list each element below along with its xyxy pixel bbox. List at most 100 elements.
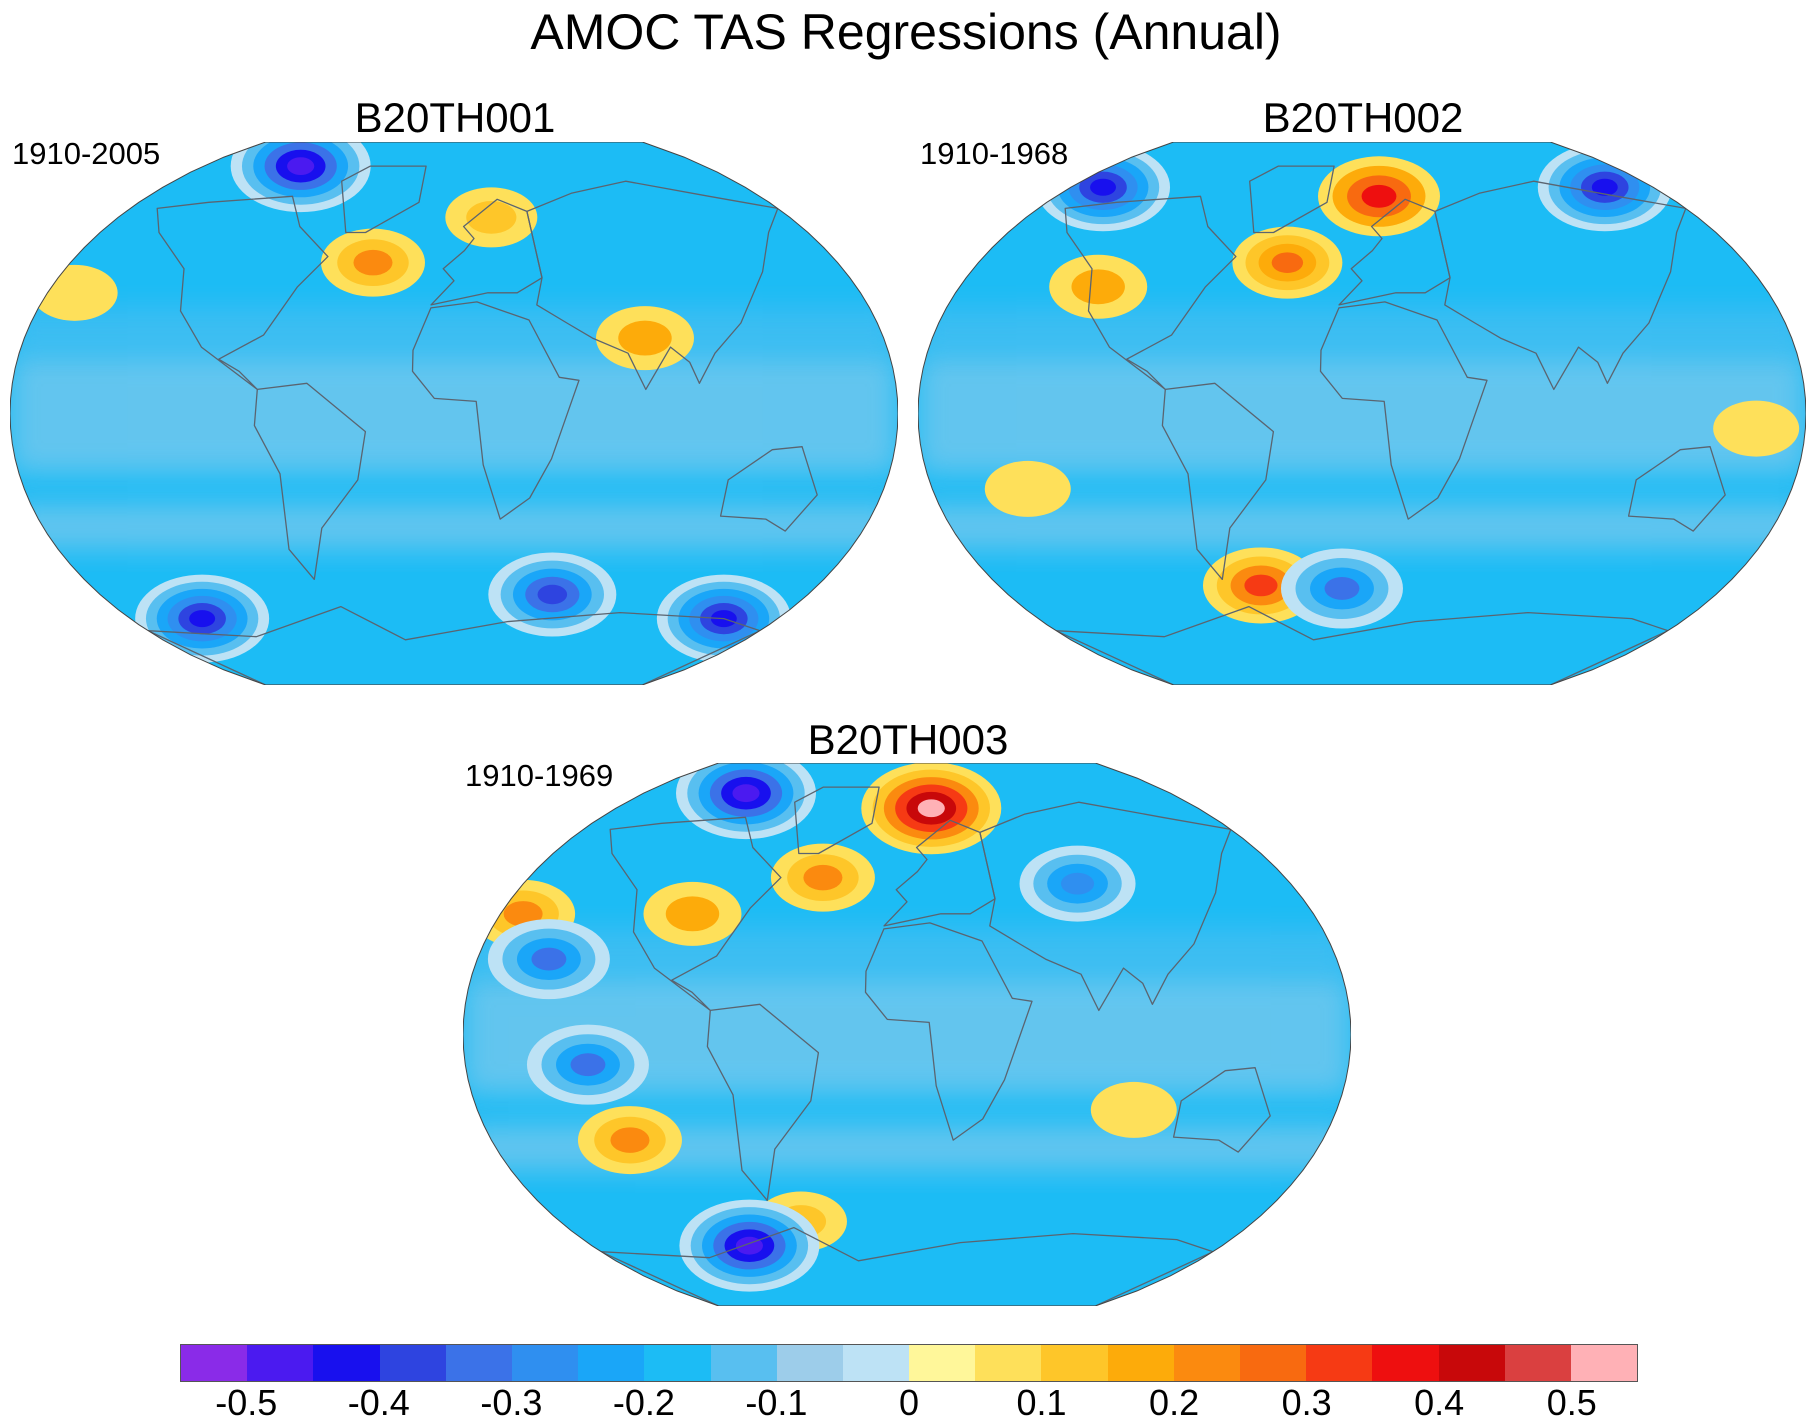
coastline-south-america (253, 382, 367, 581)
map-band (918, 307, 1806, 354)
colorbar-box (1570, 1345, 1638, 1381)
anomaly-contour (570, 1053, 606, 1077)
map-panel-3 (463, 763, 1351, 1306)
panel-period-1: 1910-2005 (12, 136, 161, 171)
colorbar-box (1372, 1345, 1439, 1381)
map-border (918, 142, 1806, 685)
colorbar-box (909, 1345, 976, 1381)
colorbar-tick-label: 0.1 (1016, 1382, 1067, 1423)
map-band (918, 353, 1806, 474)
map-band (10, 353, 898, 474)
coastline-greenland (1249, 165, 1335, 234)
coastline-australia (719, 446, 818, 532)
map-band (10, 307, 898, 354)
coastline-north-america (1064, 195, 1237, 391)
colorbar-tick-label: 0.2 (1149, 1382, 1200, 1423)
colorbar-tick-label: 0.5 (1546, 1382, 1597, 1423)
map-svg (10, 142, 898, 685)
map-svg (918, 142, 1806, 685)
anomaly-layer (31, 142, 791, 663)
anomaly-contour (665, 896, 720, 932)
panel-period-3: 1910-1969 (465, 758, 614, 793)
anomaly-contour (618, 320, 672, 356)
anomaly-contour (51, 277, 99, 309)
coastline-africa (864, 922, 1033, 1141)
colorbar-box (181, 1345, 248, 1381)
anomaly-contour (503, 901, 543, 927)
anomaly-contour (1244, 574, 1278, 597)
coastline-europe (430, 198, 543, 306)
anomaly-contour (1361, 184, 1397, 208)
colorbar-box (842, 1345, 910, 1381)
anomaly-contour (732, 784, 760, 803)
coastline-australia (1627, 446, 1726, 532)
map-band (463, 928, 1351, 975)
coastline-north-america (609, 816, 782, 1012)
panel-title-3: B20TH003 (807, 716, 1009, 763)
map-band (10, 504, 898, 550)
map-panel-2 (918, 142, 1806, 685)
map-svg (463, 763, 1351, 1306)
colorbar-box (1107, 1345, 1174, 1381)
anomaly-contour (537, 584, 568, 605)
coastline-south-america (706, 1003, 820, 1202)
colorbar-box (379, 1345, 446, 1381)
colorbar-box (644, 1345, 711, 1381)
coastline-antarctica (1055, 605, 1669, 685)
panel-title-2: B20TH002 (1262, 94, 1464, 141)
coastline-africa (1319, 301, 1488, 520)
colorbar-tick-label: -0.3 (480, 1382, 543, 1423)
coastline-africa (411, 301, 580, 520)
anomaly-contour (610, 1127, 650, 1153)
coastlines (1055, 165, 1726, 685)
colorbar-box (1041, 1345, 1108, 1381)
coastline-europe (883, 819, 996, 927)
colorbar-box (313, 1345, 380, 1381)
colorbar-tick-label: 0.4 (1414, 1382, 1465, 1423)
anomaly-contour (531, 947, 567, 971)
colorbar-box (578, 1345, 645, 1381)
anomaly-contour (803, 864, 843, 891)
anomaly-contour (1732, 413, 1780, 444)
coastline-asia (1434, 180, 1687, 391)
colorbar-tick-label: -0.4 (347, 1382, 410, 1423)
anomaly-contour (353, 249, 393, 276)
map-panel-1 (10, 142, 898, 685)
coastline-greenland (341, 165, 427, 234)
coastline-north-america (156, 195, 329, 391)
colorbar-box (710, 1345, 777, 1381)
coastline-south-america (1161, 382, 1275, 581)
anomaly-contour (1060, 872, 1095, 895)
coastline-antarctica (600, 1226, 1214, 1306)
colorbar (180, 1344, 1638, 1382)
anomaly-contour (466, 201, 517, 234)
colorbar-tick-label: 0.3 (1281, 1382, 1332, 1423)
colorbar-box (445, 1345, 512, 1381)
anomaly-contour (1110, 1094, 1158, 1126)
colorbar-box (1306, 1345, 1373, 1381)
map-border (463, 763, 1351, 1306)
panel-period-2: 1910-1968 (920, 136, 1069, 171)
coastline-asia (979, 801, 1232, 1012)
coastline-europe (1338, 198, 1451, 306)
map-band (918, 504, 1806, 550)
map-border (10, 142, 898, 685)
anomaly-contour (1004, 473, 1052, 505)
colorbar-box (975, 1345, 1042, 1381)
colorbar-box (1173, 1345, 1240, 1381)
colorbar-tick-label: -0.2 (612, 1382, 675, 1423)
colorbar-box (776, 1345, 843, 1381)
colorbar-box (1240, 1345, 1307, 1381)
colorbar-tick-label: -0.5 (215, 1382, 278, 1423)
colorbar-box (1504, 1345, 1571, 1381)
coastlines (147, 165, 818, 685)
figure-title: AMOC TAS Regressions (Annual) (530, 4, 1282, 60)
coastline-asia (526, 180, 779, 391)
anomaly-contour (189, 610, 216, 628)
coastline-australia (1172, 1067, 1271, 1153)
anomaly-contour (917, 799, 945, 818)
colorbar-tick-label: 0 (898, 1382, 920, 1423)
anomaly-contour (1090, 178, 1117, 196)
anomaly-contour (1324, 577, 1360, 600)
colorbar-box (1438, 1345, 1505, 1381)
